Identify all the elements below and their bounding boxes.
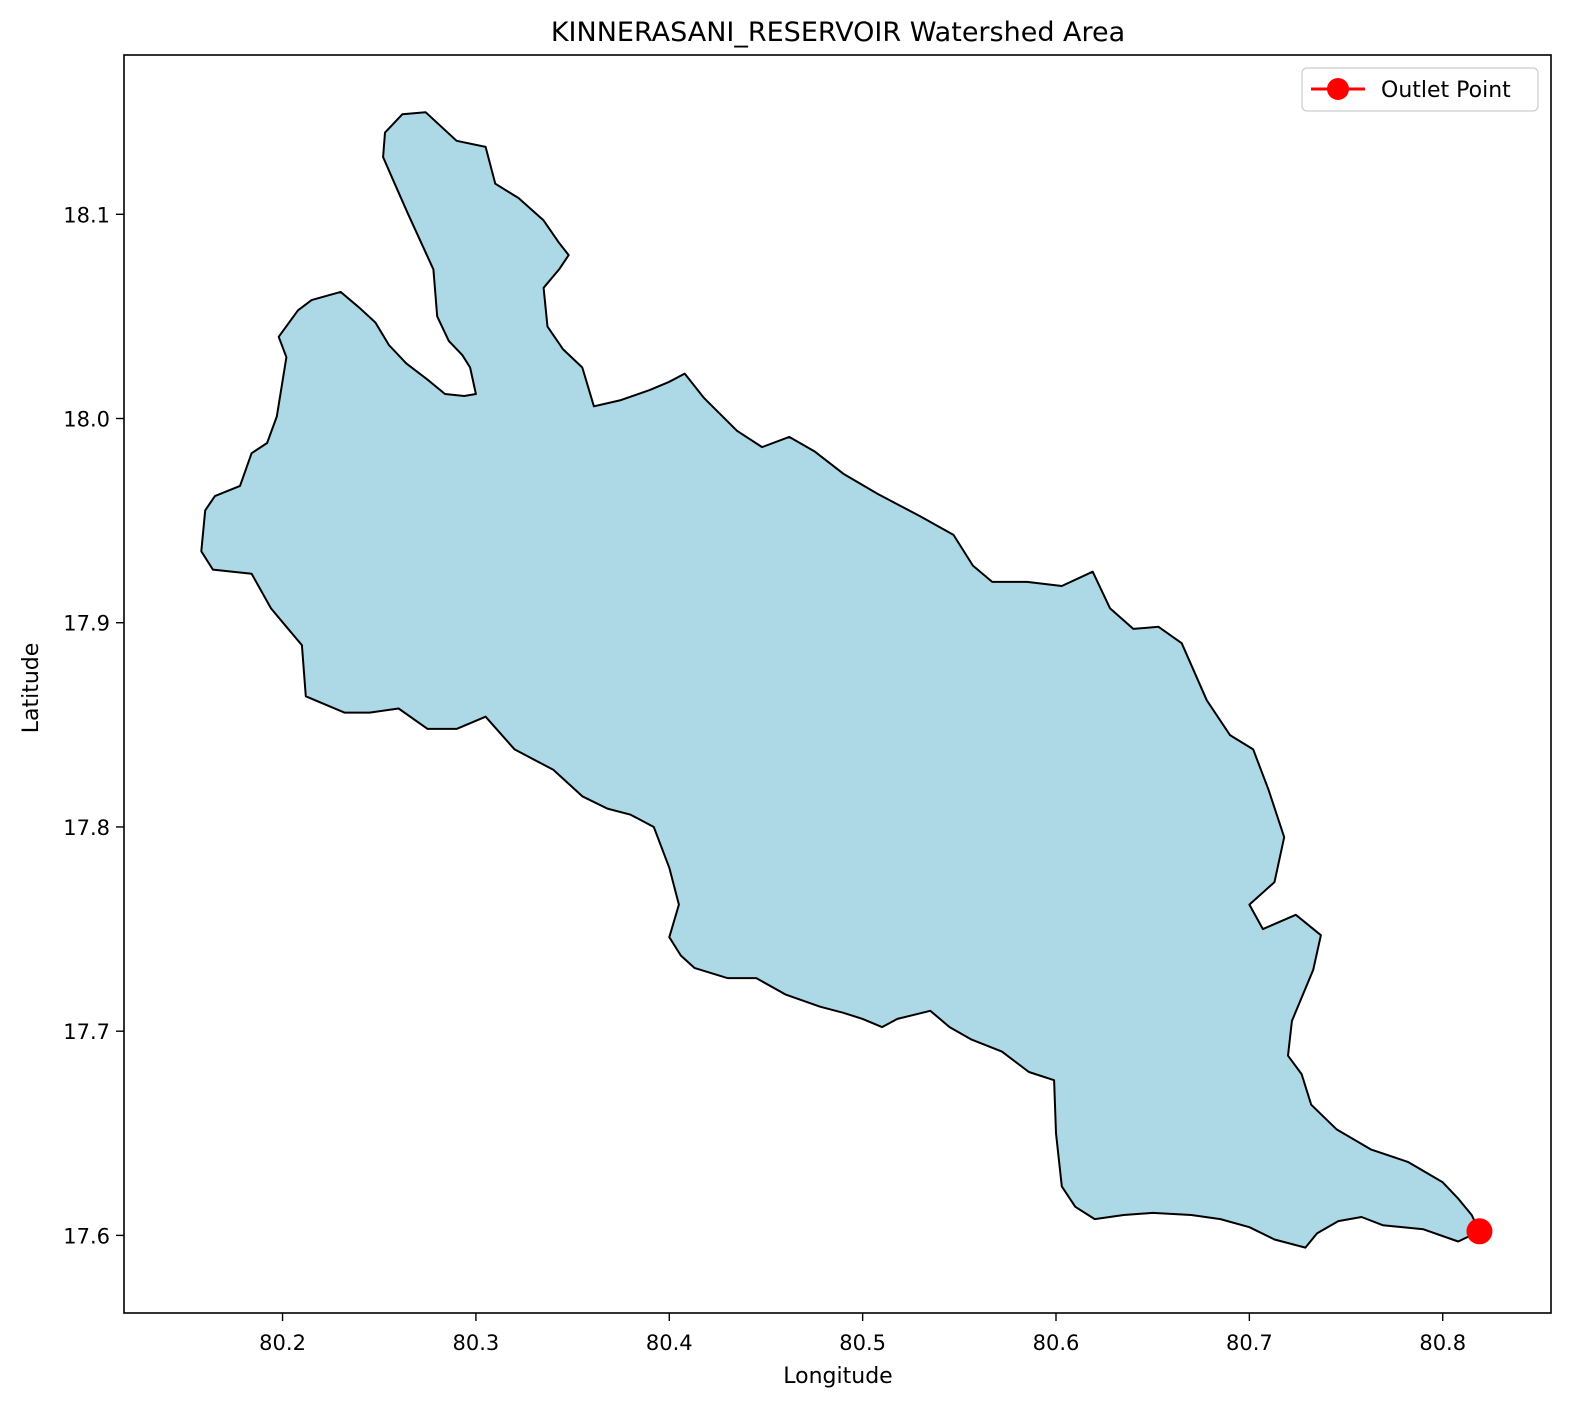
axes-frame <box>123 54 1552 1314</box>
outlet-point-marker <box>1466 1218 1493 1245</box>
legend: Outlet Point <box>1301 67 1539 112</box>
x-axis: 80.2 80.3 80.4 80.5 80.6 80.7 80.8 <box>259 1313 1466 1355</box>
legend-box <box>1301 67 1539 112</box>
x-tick-label: 80.5 <box>839 1331 886 1355</box>
y-tick-label: 18.1 <box>63 203 110 227</box>
x-tick-label: 80.6 <box>1033 1331 1080 1355</box>
legend-marker-swatch <box>1327 78 1349 100</box>
y-tick-label: 17.6 <box>63 1224 110 1248</box>
x-tick-label: 80.2 <box>259 1331 306 1355</box>
y-tick-label: 17.7 <box>63 1020 110 1044</box>
legend-label: Outlet Point <box>1381 78 1511 103</box>
x-tick-label: 80.8 <box>1419 1331 1466 1355</box>
x-tick-label: 80.3 <box>453 1331 500 1355</box>
y-axis: 17.6 17.7 17.8 17.9 18.0 18.1 <box>63 203 124 1248</box>
x-tick-label: 80.7 <box>1226 1331 1273 1355</box>
plot-area <box>200 111 1493 1249</box>
x-tick-label: 80.4 <box>646 1331 693 1355</box>
y-tick-label: 18.0 <box>63 408 110 432</box>
chart-title: KINNERASANI_RESERVOIR Watershed Area <box>551 17 1125 48</box>
y-tick-label: 17.9 <box>63 612 110 636</box>
y-tick-label: 17.8 <box>63 816 110 840</box>
x-axis-label: Longitude <box>783 1364 892 1389</box>
y-axis-label: Latitude <box>19 643 44 734</box>
watershed-polygon <box>200 111 1481 1249</box>
